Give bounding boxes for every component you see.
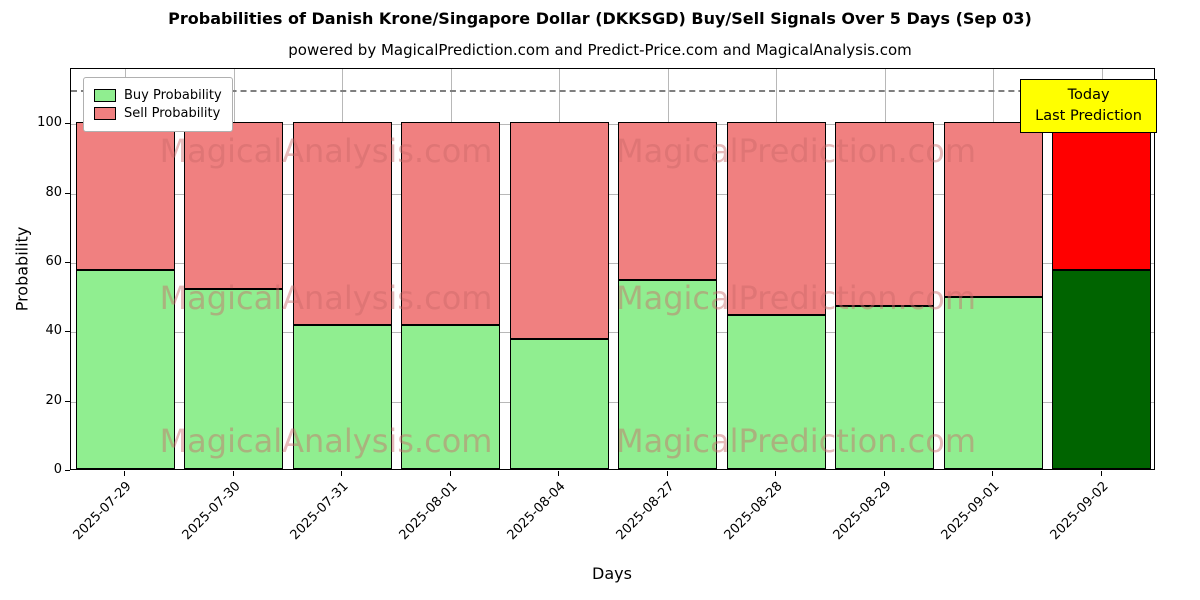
bar-sell-segment [184, 122, 284, 289]
bar-sell-segment [292, 122, 392, 326]
legend-box: Buy Probability Sell Probability [83, 77, 233, 132]
x-tick-mark [1100, 471, 1102, 476]
bar-buy-segment [401, 325, 501, 469]
y-tick-label: 60 [45, 254, 62, 270]
annotation-line-2: Last Prediction [1035, 108, 1142, 125]
y-tick-label: 80 [45, 184, 62, 200]
bar-sell-segment [618, 122, 718, 281]
y-tick-mark [65, 331, 70, 333]
bar-buy-segment [292, 325, 392, 469]
legend-label-buy: Buy Probability [124, 88, 222, 103]
x-tick-mark [558, 471, 560, 476]
horizontal-gridline [71, 332, 1154, 334]
y-tick-mark [65, 470, 70, 471]
bar-buy-segment [943, 297, 1043, 469]
legend-item-buy: Buy Probability [94, 88, 222, 103]
x-axis-label: Days [592, 564, 632, 583]
x-tick-mark [992, 471, 994, 476]
y-tick-label: 100 [37, 115, 62, 131]
x-tick-mark [775, 471, 777, 476]
x-tick-mark [883, 471, 885, 476]
bar-buy-segment [618, 280, 718, 469]
horizontal-gridline [71, 124, 1154, 126]
bar-buy-segment [184, 288, 284, 469]
plot-area: MagicalAnalysis.com MagicalPrediction.com… [70, 68, 1155, 470]
buy-color-swatch [94, 89, 116, 102]
y-tick-mark [65, 262, 70, 264]
bar-buy-segment [75, 269, 175, 469]
y-tick-label: 20 [45, 392, 62, 408]
bar-sell-segment [835, 122, 935, 307]
chart-title: Probabilities of Danish Krone/Singapore … [168, 9, 1032, 28]
horizontal-gridline [71, 193, 1154, 195]
legend-item-sell: Sell Probability [94, 106, 222, 121]
chart-subtitle: powered by MagicalPrediction.com and Pre… [288, 41, 912, 59]
y-tick-mark [65, 123, 70, 125]
annotation-line-1: Today [1067, 87, 1110, 103]
bar-buy-segment [1052, 269, 1152, 469]
bar-buy-segment [726, 314, 826, 469]
x-tick-mark [449, 471, 451, 476]
threshold-dashed-line [71, 89, 1154, 92]
bar-sell-segment [726, 122, 826, 315]
y-tick-mark [65, 400, 70, 402]
y-tick-label: 40 [45, 323, 62, 339]
today-annotation-box: Today Last Prediction [1020, 79, 1157, 134]
y-tick-label: 0 [53, 462, 62, 477]
horizontal-gridline [71, 401, 1154, 403]
y-axis-label: Probability [12, 226, 32, 312]
x-tick-mark [666, 471, 668, 476]
x-tick-mark [232, 471, 234, 476]
bar-sell-segment [509, 122, 609, 340]
y-tick-mark [65, 192, 70, 194]
x-tick-mark [124, 471, 126, 476]
horizontal-gridline [71, 263, 1154, 265]
bar-buy-segment [835, 306, 935, 469]
x-tick-mark [341, 471, 343, 476]
bar-sell-segment [75, 122, 175, 270]
sell-color-swatch [94, 107, 116, 120]
bar-sell-segment [1052, 122, 1152, 270]
bar-buy-segment [509, 339, 609, 469]
bar-sell-segment [943, 122, 1043, 298]
legend-label-sell: Sell Probability [124, 106, 221, 121]
bar-sell-segment [401, 122, 501, 326]
